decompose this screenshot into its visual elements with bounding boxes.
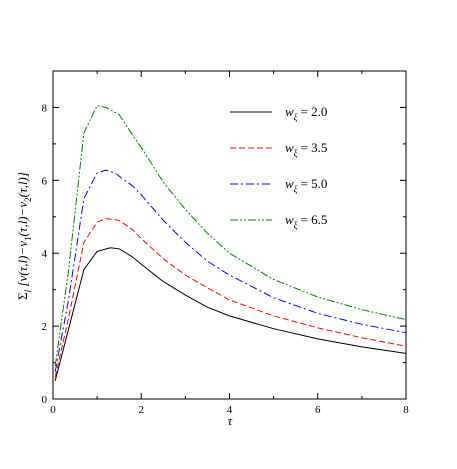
x-tick-label: 4 <box>227 404 233 416</box>
legend-label-4: wξ = 6.5 <box>285 212 327 230</box>
y-axis-label: Σl [v(τ,l)−v1(τ,l)−v2(τ,l)] <box>15 172 33 300</box>
y-tick-label: 0 <box>42 394 48 406</box>
plot-frame <box>52 70 407 400</box>
x-tick-label: 0 <box>50 404 56 416</box>
y-tick-label: 8 <box>42 102 48 114</box>
x-tick-label: 8 <box>403 404 409 416</box>
series-line-3 <box>54 169 407 372</box>
series-line-4 <box>54 105 407 367</box>
x-tick-label: 6 <box>315 404 321 416</box>
y-axis-ticks: 0 2 4 6 8 <box>42 102 406 406</box>
x-tick-label: 2 <box>139 404 145 416</box>
x-axis-ticks: 0 2 4 6 8 <box>50 71 409 416</box>
legend-label-3: wξ = 5.0 <box>285 176 327 194</box>
legend: wξ = 2.0 wξ = 3.5 wξ = 5.0 wξ = 6.5 <box>230 104 327 230</box>
x-axis-label: τ <box>228 413 234 428</box>
legend-label-2: wξ = 3.5 <box>285 140 327 158</box>
y-tick-label: 2 <box>42 321 48 333</box>
series-layer <box>54 105 407 381</box>
legend-label-1: wξ = 2.0 <box>285 104 327 122</box>
series-line-1 <box>54 247 407 381</box>
series-line-2 <box>54 218 407 378</box>
y-tick-label: 4 <box>42 248 48 260</box>
y-tick-label: 6 <box>42 175 48 187</box>
